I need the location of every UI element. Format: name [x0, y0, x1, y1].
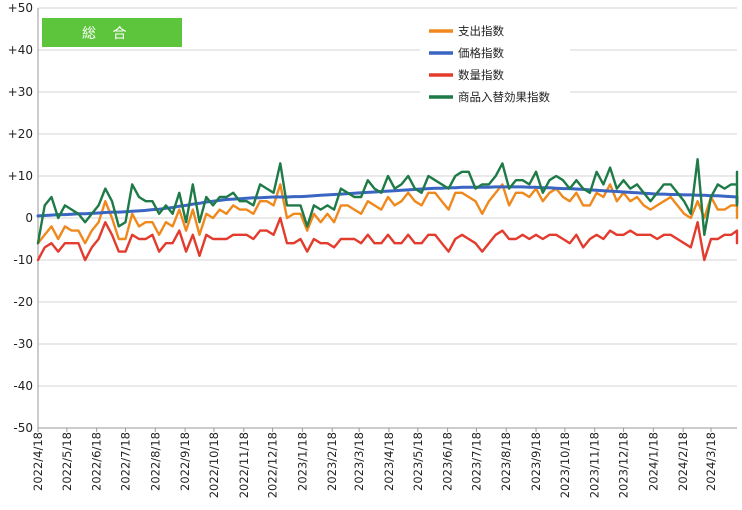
series-line-0 [36, 183, 739, 245]
gridlines [38, 7, 737, 429]
x-tick-label: 2023/11/18 [588, 432, 602, 498]
x-tick-label: 2023/7/18 [469, 432, 483, 491]
y-axis: +50 +40 +30 +20 +10 0 -10 -20 -30 -40 -50 [8, 1, 39, 435]
x-tick-label: 2023/9/18 [529, 432, 543, 491]
x-tick-label: 2023/6/18 [441, 432, 455, 491]
x-tick-label: 2024/1/18 [646, 432, 660, 491]
x-tick-label: 2022/9/18 [178, 432, 192, 491]
x-tick-label: 2023/1/18 [295, 432, 309, 491]
x-tick-label: 2022/6/18 [90, 432, 104, 491]
legend-label: 商品入替効果指数 [458, 90, 550, 104]
series-line-3 [36, 158, 739, 245]
series-line-2 [36, 216, 739, 262]
y-tick-label: +10 [8, 169, 33, 183]
x-tick-label: 2022/7/18 [118, 432, 132, 491]
y-tick-label: -10 [13, 253, 33, 267]
title-badge-background [42, 18, 182, 47]
x-tick-label: 2022/8/18 [148, 432, 162, 491]
x-axis: 2022/4/18 2022/5/18 2022/6/18 2022/7/18 2022… [31, 428, 718, 498]
x-tick-label: 2024/3/18 [704, 432, 718, 491]
y-tick-label: +20 [8, 127, 33, 141]
series-lines [36, 158, 739, 262]
x-tick-label: 2023/4/18 [382, 432, 396, 491]
y-tick-label: -20 [13, 295, 33, 309]
y-tick-label: +30 [8, 85, 33, 99]
legend-label: 支出指数 [458, 24, 504, 38]
x-tick-label: 2023/3/18 [352, 432, 366, 491]
legend-label: 価格指数 [458, 46, 504, 60]
title-badge: 総 合 [42, 18, 182, 47]
y-tick-label: -30 [13, 337, 33, 351]
y-tick-label: -40 [13, 379, 33, 393]
y-tick-label: +50 [8, 1, 33, 15]
x-tick-label: 2023/8/18 [499, 432, 513, 491]
x-tick-label: 2022/4/18 [31, 432, 45, 491]
chart-title: 総 合 [82, 26, 132, 42]
x-tick-label: 2023/5/18 [411, 432, 425, 491]
x-tick-label: 2022/11/18 [237, 432, 251, 498]
x-tick-label: 2023/10/18 [558, 432, 572, 498]
y-tick-label: 0 [25, 211, 33, 225]
x-tick-label: 2024/2/18 [676, 432, 690, 491]
x-tick-label: 2023/2/18 [325, 432, 339, 491]
x-tick-label: 2022/10/18 [207, 432, 221, 498]
legend-label: 数量指数 [458, 68, 504, 82]
y-tick-label: -50 [13, 421, 33, 435]
y-tick-label: +40 [8, 43, 33, 57]
x-tick-label: 2022/12/18 [266, 432, 280, 498]
x-tick-label: 2022/5/18 [60, 432, 74, 491]
x-tick-label: 2023/12/18 [617, 432, 631, 498]
